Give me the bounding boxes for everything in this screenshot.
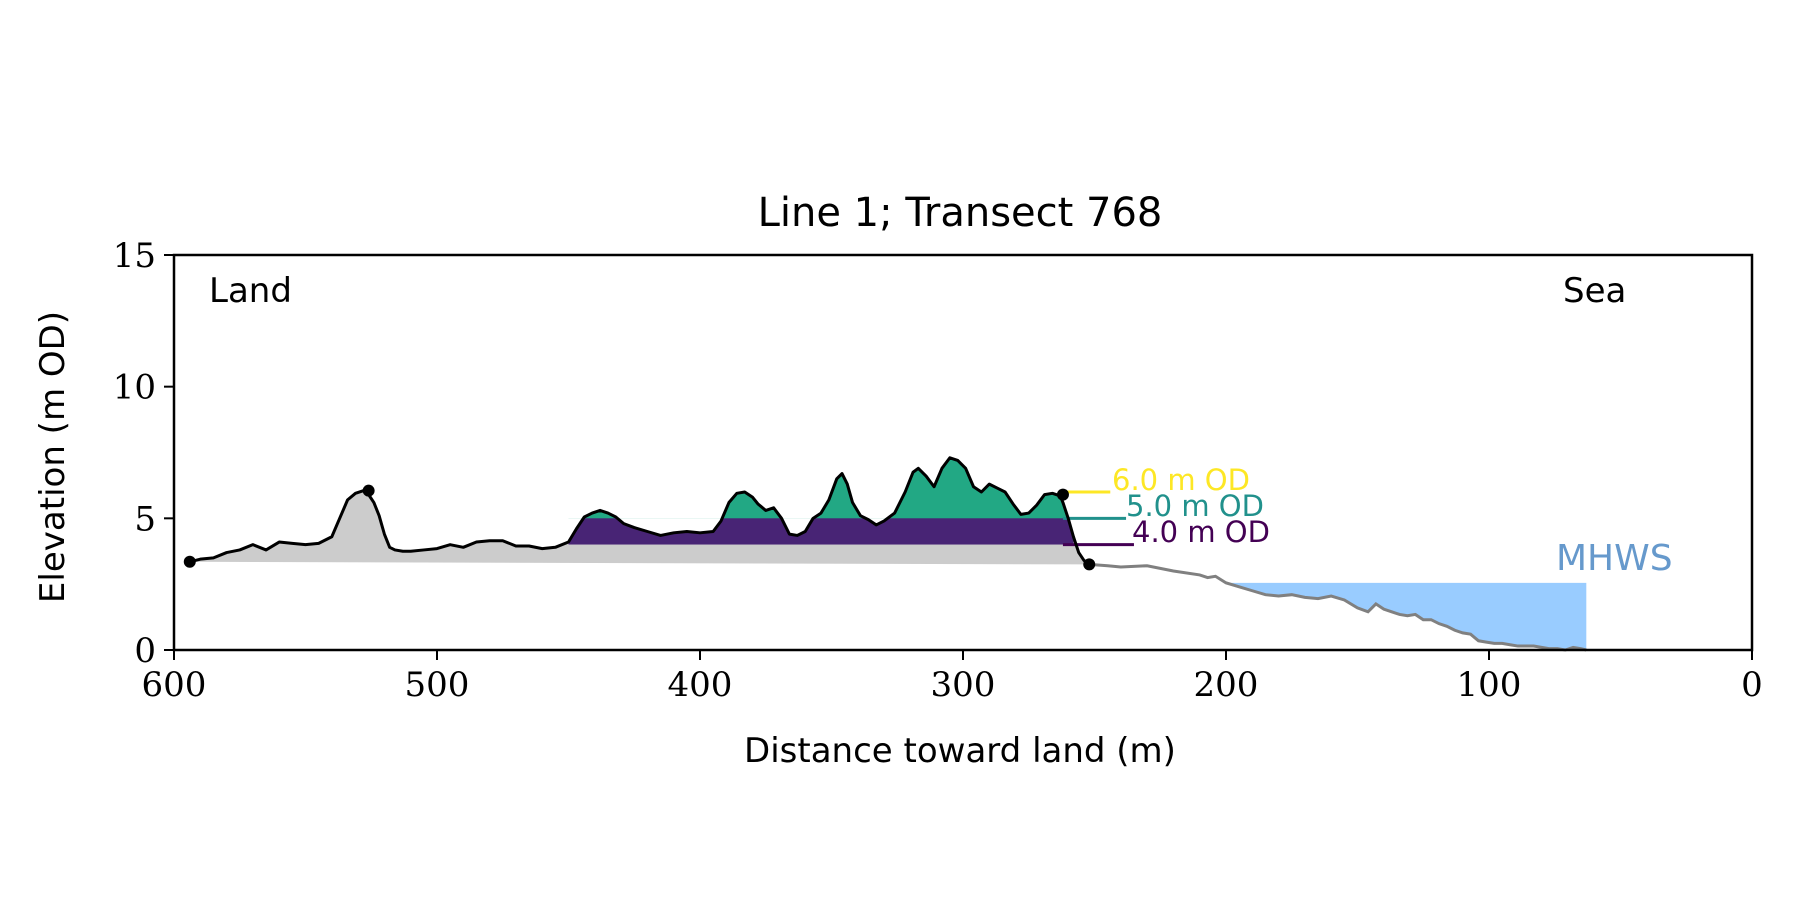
y-axis-label: Elevation (m OD) — [33, 311, 73, 603]
x-tick-label-400: 400 — [668, 665, 733, 705]
land-label: Land — [209, 271, 292, 311]
chart-title: Line 1; Transect 768 — [758, 190, 1163, 236]
beach-profile-line — [1089, 562, 1587, 652]
y-tick-label-0: 0 — [134, 631, 156, 671]
x-tick-label-500: 500 — [405, 665, 470, 705]
x-tick-label-0: 0 — [1741, 665, 1763, 705]
y-tick-label-10: 10 — [113, 368, 156, 408]
x-tick-label-600: 600 — [142, 665, 207, 705]
profile-marker-0 — [183, 555, 196, 568]
dune-profile-line — [189, 456, 1091, 566]
sea-label: Sea — [1563, 271, 1626, 311]
plot-area: 600 500 400 300 200 100 0 0 5 10 15 — [113, 236, 1763, 705]
y-tick-label-5: 5 — [134, 499, 156, 539]
level-label-5: 5.0 m OD — [1126, 489, 1264, 523]
band-above-5m — [568, 457, 1074, 519]
profile-marker-1 — [362, 484, 375, 497]
level-label-6: 6.0 m OD — [1112, 463, 1250, 497]
x-axis-label: Distance toward land (m) — [744, 731, 1176, 771]
profile-marker-3 — [1083, 558, 1096, 571]
mhws-label: MHWS — [1556, 538, 1673, 579]
mhws-water-area — [1226, 582, 1587, 650]
y-tick-label-15: 15 — [113, 236, 156, 276]
level-label-4: 4.0 m OD — [1132, 515, 1270, 549]
x-tick-label-100: 100 — [1457, 665, 1522, 705]
profile-marker-2 — [1056, 488, 1069, 501]
x-tick-label-200: 200 — [1194, 665, 1259, 705]
x-tick-label-300: 300 — [931, 665, 996, 705]
